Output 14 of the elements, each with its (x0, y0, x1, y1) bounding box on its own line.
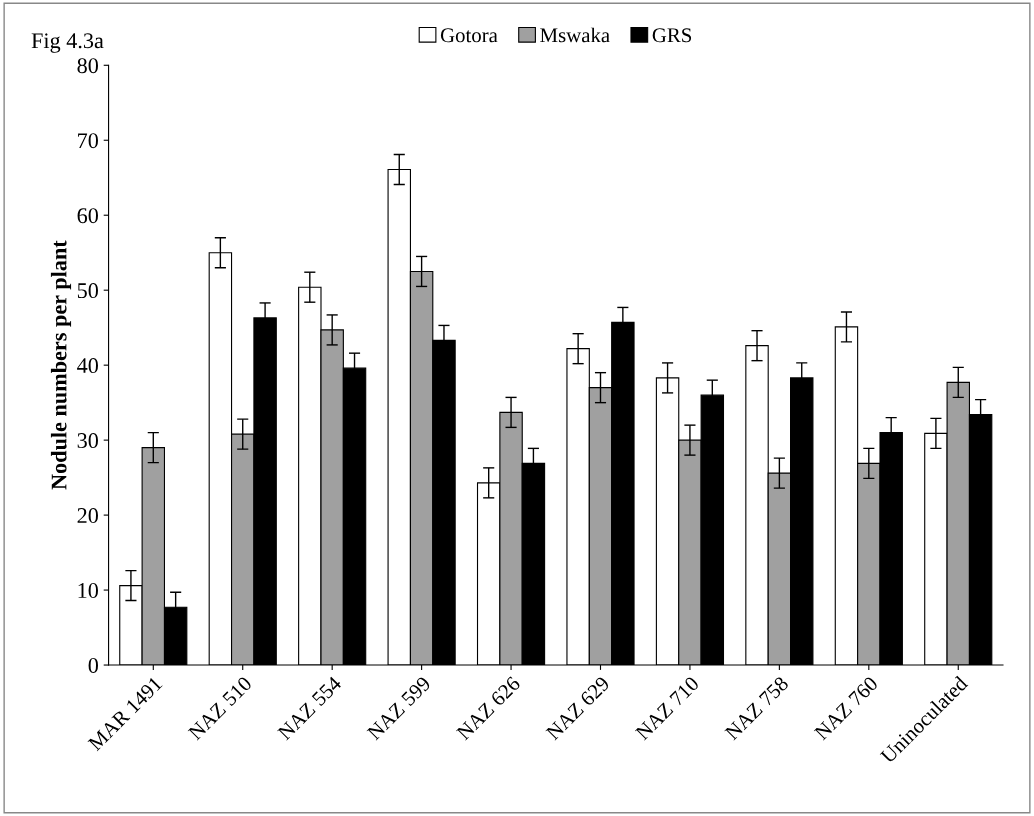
y-tick-label: 80 (77, 58, 98, 74)
y-tick-label: 40 (77, 358, 98, 374)
y-tick-label: 30 (77, 433, 98, 449)
y-tick-label: 60 (77, 208, 98, 224)
y-tick-label: 50 (77, 283, 98, 299)
y-tick-label: 70 (78, 133, 98, 149)
y-tick-label: 10 (78, 583, 98, 598)
legend-label: Gotora (440, 28, 498, 43)
legend-label: Mswaka (540, 27, 610, 43)
legend-label: GRS (652, 28, 692, 43)
y-tick-label: 20 (77, 508, 98, 524)
y-tick-label: 0 (88, 657, 98, 673)
y-axis-title: Nodule numbers per plant (50, 240, 72, 490)
caption: Fig 4.3a (31, 33, 104, 53)
